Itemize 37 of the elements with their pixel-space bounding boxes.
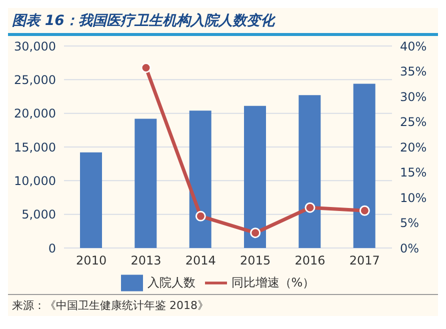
x-tick-label: 2013 bbox=[130, 254, 162, 268]
y2-tick-label: 25% bbox=[400, 115, 427, 130]
y2-tick-label: 10% bbox=[400, 190, 427, 205]
bar bbox=[244, 106, 266, 248]
x-tick-label: 2016 bbox=[294, 254, 326, 268]
y-tick-label: 0 bbox=[48, 241, 56, 256]
point bbox=[250, 228, 261, 238]
y-tick-label: 5,000 bbox=[22, 208, 56, 222]
source-note: 来源：《中国卫生健康统计年鉴 2018》 bbox=[12, 298, 210, 313]
y-tick-label: 30,000 bbox=[14, 39, 56, 54]
y2-tick-label: 40% bbox=[400, 39, 427, 54]
y-tick-label: 15,000 bbox=[14, 140, 56, 154]
chart-title: 图表 16：我国医疗卫生机构入院人数变化 bbox=[8, 8, 438, 36]
point bbox=[140, 62, 152, 73]
legend-label: 同比增速（%） bbox=[231, 275, 315, 290]
point bbox=[304, 202, 316, 213]
x-tick-label: 2014 bbox=[185, 254, 216, 268]
y-tick-label: 10,000 bbox=[14, 174, 56, 188]
y2-tick-label: 30% bbox=[400, 90, 427, 104]
y2-tick-label: 0% bbox=[400, 241, 420, 256]
y-tick-label: 25,000 bbox=[14, 72, 56, 87]
y-tick-label: 20,000 bbox=[14, 106, 56, 121]
y2-tick-label: 35% bbox=[400, 64, 427, 79]
bar bbox=[189, 110, 212, 248]
point bbox=[359, 205, 370, 216]
x-tick-label: 2017 bbox=[349, 254, 380, 268]
bar bbox=[80, 152, 102, 248]
y2-tick-label: 20% bbox=[400, 140, 427, 154]
y2-tick-label: 5% bbox=[400, 216, 420, 230]
y2-tick-label: 15% bbox=[400, 166, 427, 180]
legend-label: 入院人数 bbox=[147, 275, 196, 290]
bar bbox=[298, 95, 321, 248]
bar bbox=[353, 84, 376, 248]
x-tick-label: 2015 bbox=[240, 254, 271, 268]
point bbox=[195, 210, 206, 222]
x-tick-label: 2010 bbox=[76, 254, 107, 268]
bar bbox=[134, 118, 157, 248]
